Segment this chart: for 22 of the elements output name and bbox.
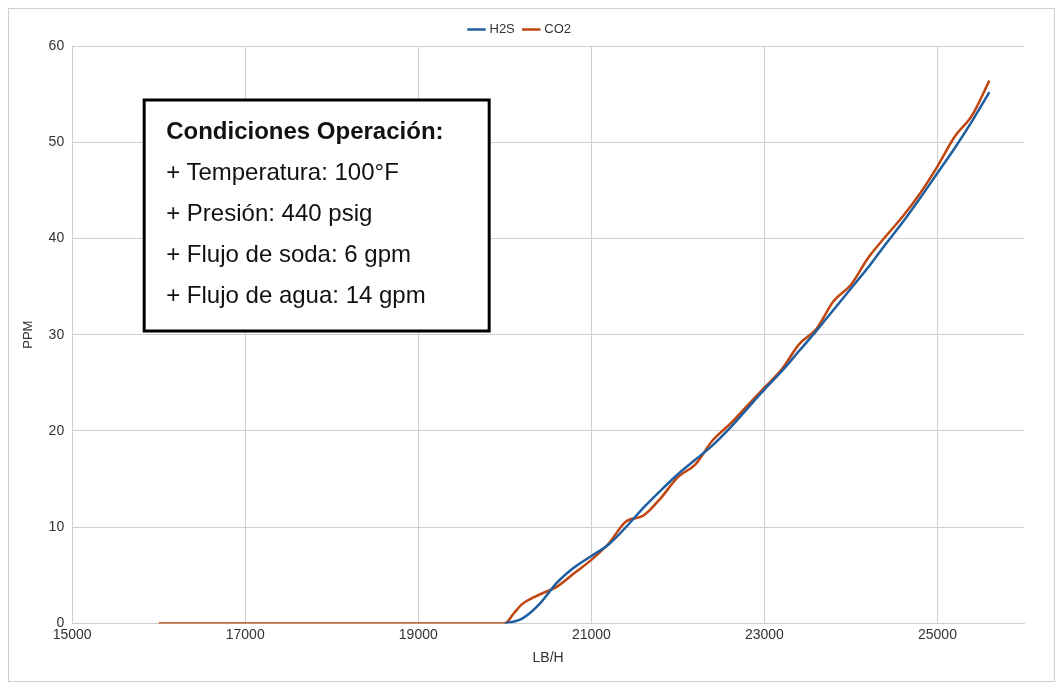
annotation: + Flujo de agua: 14 gpm <box>166 280 426 308</box>
y-tick-label: 60 <box>48 36 65 53</box>
annotation: Condiciones Operación: <box>166 116 444 144</box>
y-tick-label: 40 <box>48 229 65 246</box>
x-tick-label: 19000 <box>398 625 438 642</box>
annotation: + Presión: 440 psig <box>166 198 373 226</box>
x-tick-label: 17000 <box>225 625 265 642</box>
y-tick-label: 50 <box>48 133 65 150</box>
x-tick-label: 23000 <box>744 625 785 642</box>
x-tick-label: 25000 <box>918 625 958 642</box>
y-tick-label: 10 <box>48 518 65 535</box>
legend-label: H2S <box>489 21 516 37</box>
legend-label: CO2 <box>544 21 572 37</box>
annotation: + Flujo de soda: 6 gpm <box>166 239 411 267</box>
y-axis-title: PPM <box>20 320 36 349</box>
x-axis-title: LB/H <box>532 649 564 666</box>
line-series <box>503 90 991 624</box>
y-tick-label: 20 <box>48 421 65 438</box>
line-series <box>157 79 991 624</box>
annotation: + Temperatura: 100°F <box>166 157 399 185</box>
x-tick-label: 21000 <box>571 625 612 642</box>
y-tick-label: 30 <box>48 325 65 342</box>
